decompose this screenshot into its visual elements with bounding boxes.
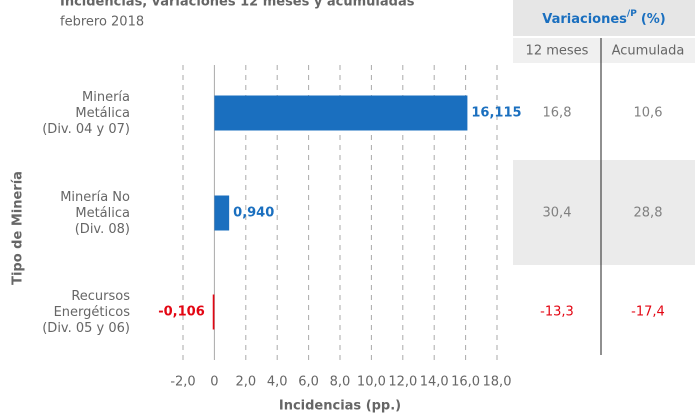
table-cell: 10,6 <box>634 106 663 121</box>
table-cell: -13,3 <box>540 305 574 320</box>
x-tick-label: 8,0 <box>330 375 351 390</box>
table-col-header: Acumulada <box>612 44 685 59</box>
table-col-header-bg <box>513 38 695 63</box>
x-tick-label: 14,0 <box>420 375 449 390</box>
table-col-header: 12 meses <box>526 44 589 59</box>
data-label: 16,115 <box>471 106 521 121</box>
bar <box>212 294 215 330</box>
table-cell: 16,8 <box>543 106 572 121</box>
table-cell: 30,4 <box>543 206 572 221</box>
x-tick-label: 6,0 <box>298 375 319 390</box>
table-header-bg <box>513 0 695 36</box>
table-cell: -17,4 <box>631 305 665 320</box>
y-tick-label: Minería No Metálica (Div. 08) <box>60 190 130 237</box>
x-tick-label: 16,0 <box>451 375 480 390</box>
y-tick-label: Minería Metálica (Div. 04 y 07) <box>42 90 130 137</box>
x-axis-label: Incidencias (pp.) <box>279 399 401 414</box>
bar <box>214 195 230 231</box>
bar <box>214 95 468 131</box>
x-tick-label: 2,0 <box>235 375 256 390</box>
data-label: 0,940 <box>233 206 274 221</box>
x-tick-label: 4,0 <box>267 375 288 390</box>
y-tick-label: Recursos Energéticos (Div. 05 y 06) <box>42 289 130 336</box>
y-axis-label: Tipo de Minería <box>11 171 26 285</box>
table-row-bg <box>513 160 695 265</box>
chart-title: Incidencias, variaciones 12 meses y acum… <box>60 0 415 10</box>
x-tick-label: 10,0 <box>357 375 386 390</box>
x-tick-label: -2,0 <box>170 375 195 390</box>
chart-subtitle: febrero 2018 <box>60 15 144 30</box>
data-label: -0,106 <box>158 305 205 320</box>
x-tick-label: 0 <box>210 375 218 390</box>
x-tick-label: 18,0 <box>483 375 512 390</box>
table-title: Variaciones/P (%) <box>542 9 665 27</box>
x-tick-label: 12,0 <box>388 375 417 390</box>
table-cell: 28,8 <box>634 206 663 221</box>
